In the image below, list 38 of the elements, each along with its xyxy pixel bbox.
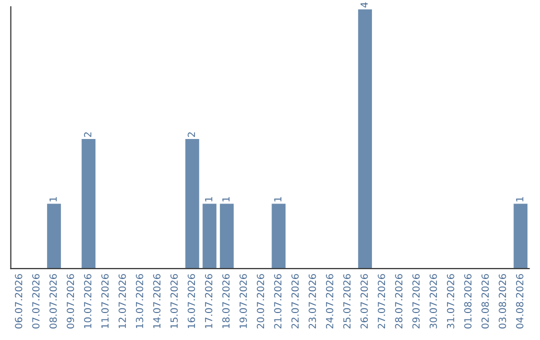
x-tick-label: 03.08.2026 [498,274,506,328]
x-tick-label: 02.08.2026 [481,274,489,328]
x-tick-label: 21.07.2026 [274,274,282,328]
x-tick-label: 10.07.2026 [84,274,92,328]
data-label: 2 [84,132,92,137]
x-tick-label: 29.07.2026 [412,274,420,328]
x-tick-label: 22.07.2026 [291,274,299,328]
x-tick-label: 09.07.2026 [66,274,74,328]
x-tick-label: 13.07.2026 [136,274,144,328]
x-tick-label: 24.07.2026 [326,274,334,328]
data-label: 1 [50,197,57,202]
x-tick-label: 30.07.2026 [430,274,437,328]
data-label: 1 [274,197,282,202]
x-tick-label: 15.07.2026 [170,274,178,328]
data-label: 4 [360,2,368,8]
x-tick-label: 27.07.2026 [378,274,386,328]
x-tick-label: 23.07.2026 [308,274,316,328]
x-tick-label: 12.07.2026 [118,274,126,328]
data-label: 2 [188,132,195,137]
x-tick-label: 25.07.2026 [343,274,351,328]
x-tick-label: 08.07.2026 [49,274,57,328]
x-tick-label: 31.07.2026 [446,274,454,328]
x-tick-label: 01.08.2026 [464,274,472,328]
x-tick-label: 06.07.2026 [14,274,22,328]
data-label: 1 [516,197,524,202]
x-tick-label: 07.07.2026 [32,274,40,328]
x-tick-label: 20.07.2026 [256,274,264,328]
data-label: 1 [222,197,230,202]
x-tick-label: 17.07.2026 [204,274,212,328]
x-tick-label: 16.07.2026 [188,274,196,328]
x-tick-label: 28.07.2026 [395,274,402,328]
x-tick-label: 04.08.2026 [516,274,524,328]
data-label: 1 [205,197,212,202]
x-tick-label: 18.07.2026 [222,274,230,328]
x-tick-label: 19.07.2026 [240,274,247,328]
x-tick-label: 14.07.2026 [153,274,160,328]
x-tick-label: 26.07.2026 [360,274,368,328]
x-tick-label: 11.07.2026 [101,274,109,328]
